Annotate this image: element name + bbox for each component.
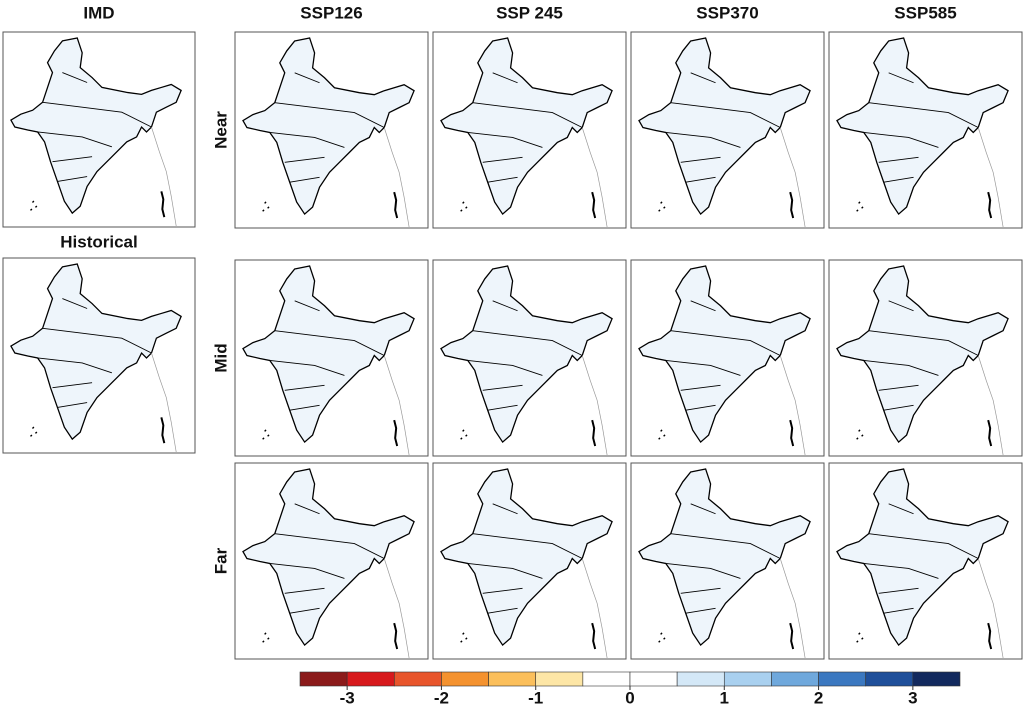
row-label: Far — [211, 547, 230, 574]
colorbar-segment — [723, 671, 772, 687]
colorbar-tick-label: -3 — [340, 688, 355, 707]
colorbar-tick-label: -1 — [528, 688, 543, 707]
column-title: SSP585 — [894, 3, 956, 22]
colorbar-tick-label: 3 — [908, 688, 917, 707]
colorbar-segment — [393, 671, 442, 687]
colorbar-segment — [299, 671, 348, 687]
colorbar-tick-label: -2 — [434, 688, 449, 707]
colorbar-segment — [582, 671, 631, 687]
colorbar-segment — [818, 671, 867, 687]
colorbar-segment — [488, 671, 537, 687]
colorbar-segment — [912, 671, 961, 687]
colorbar-segment — [441, 671, 489, 687]
colorbar-segment — [535, 671, 584, 687]
row-label: Mid — [211, 343, 230, 372]
colorbar-tick-label: 2 — [814, 688, 823, 707]
colorbar-tick-label: 1 — [720, 688, 729, 707]
colorbar-segment — [676, 671, 725, 687]
colorbar-segment — [629, 671, 678, 687]
panel-title: IMD — [83, 3, 114, 22]
column-title: SSP 245 — [496, 3, 563, 22]
colorbar-tick-label: 0 — [625, 688, 634, 707]
panel-title: Historical — [60, 232, 137, 251]
colorbar-segment — [346, 671, 395, 687]
column-title: SSP126 — [300, 3, 362, 22]
colorbar-segment — [771, 671, 819, 687]
column-title: SSP370 — [696, 3, 758, 22]
colorbar-segment — [865, 671, 914, 687]
row-label: Near — [211, 111, 230, 149]
